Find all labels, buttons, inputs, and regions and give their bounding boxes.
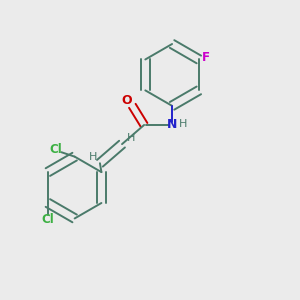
Text: H: H (88, 152, 97, 162)
Text: O: O (122, 94, 132, 107)
Text: H: H (127, 133, 135, 142)
Text: Cl: Cl (41, 213, 54, 226)
Text: Cl: Cl (49, 143, 62, 156)
Text: F: F (202, 52, 210, 64)
Text: N: N (167, 118, 177, 131)
Text: H: H (179, 119, 188, 129)
